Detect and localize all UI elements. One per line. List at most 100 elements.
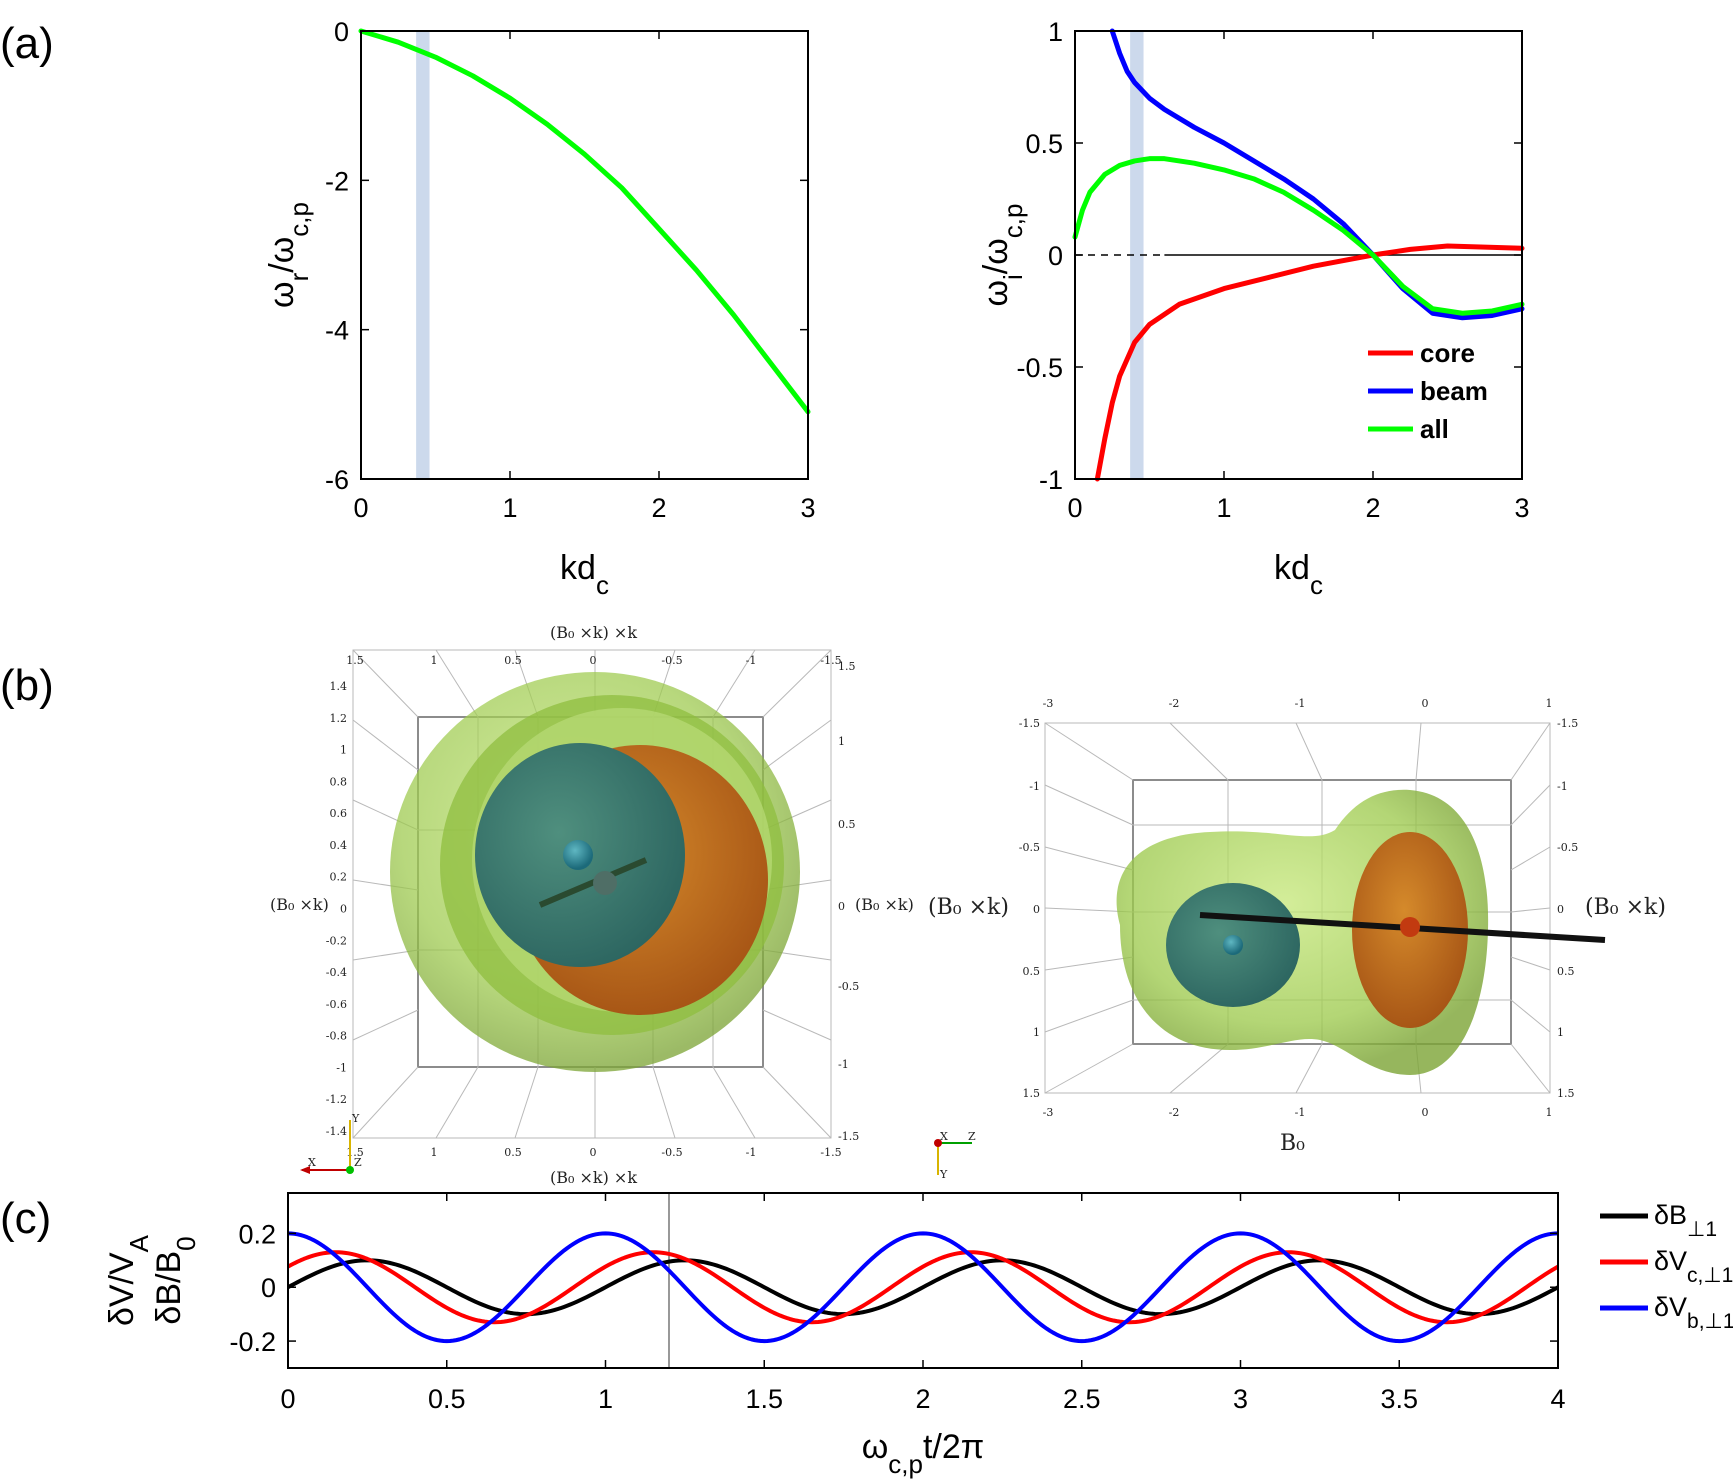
b-left-left-tick: 0.2: [330, 871, 348, 884]
b-left-bottom-tick: 1: [431, 1146, 438, 1159]
b-left-left-tick: 0: [340, 903, 347, 916]
x-tick-label: 2: [1365, 493, 1380, 523]
b-right-bottom-ticks: -3 -2 -1 0 1: [1043, 1106, 1553, 1119]
b-left-right-tick: -1: [838, 1058, 849, 1071]
teal-center-ball-right: [1223, 935, 1243, 955]
x-tick-label: 2: [651, 493, 666, 523]
b-left-left-ticks: 1.4 1.2 1 0.8 0.6 0.4 0.2 0 -0.2 -0.4 -0.6 -0.8 -1 -1…: [326, 680, 347, 1138]
b-left-top-tick: 1: [431, 654, 438, 667]
b-left-top-tick: 0.5: [504, 654, 522, 667]
plot-frame: [360, 30, 809, 480]
b-left-right-tick: -1.5: [838, 1130, 859, 1143]
b-left-right-label: (B₀ ×k): [855, 895, 914, 914]
b-right-bottom-tick: -1: [1295, 1106, 1306, 1119]
b-right-left-tick: 1: [1033, 1026, 1040, 1039]
x-tick-label: 1: [502, 493, 517, 523]
b-right-top-tick: 1: [1546, 697, 1553, 710]
axes-triad-right: X Z Y: [934, 1130, 976, 1181]
b-right-right-tick: -0.5: [1557, 841, 1578, 854]
b-right-right-tick: 1: [1557, 1026, 1564, 1039]
b-left-left-tick: 1: [340, 744, 347, 757]
y-tick-label: 0: [334, 17, 349, 47]
b-right-bottom-label: B₀: [1280, 1131, 1305, 1156]
x-tick-label: 3: [1514, 493, 1529, 523]
b-left-bottom-label: (B₀ ×k) ×k: [550, 1168, 637, 1187]
y-tick-label: -2: [325, 166, 349, 196]
b-left-left-tick: -0.8: [326, 1030, 347, 1043]
highlight-band: [1130, 31, 1144, 479]
highlight-band: [416, 31, 430, 479]
b-right-left-label: (B₀ ×k): [928, 895, 1009, 920]
b-right-left-ticks: -1.5 -1 -0.5 0 0.5 1 1.5: [1019, 717, 1040, 1100]
chart-a-right: 0 1 2 3 1 0.5 0 -0.5 -1 kdc ωi/ωc,p core beam all: [977, 17, 1530, 600]
b-right-right-label: (B₀ ×k): [1585, 895, 1666, 920]
y-tick-label: -4: [325, 316, 349, 346]
b-right-right-tick: -1: [1557, 780, 1568, 793]
b-right-top-ticks: -3 -2 -1 0 1: [1043, 697, 1553, 710]
b-right-bottom-tick: -3: [1043, 1106, 1054, 1119]
b-left-top-tick: -1: [746, 654, 757, 667]
x-tick-label: 1: [1216, 493, 1231, 523]
core-center-ball-right: [1400, 917, 1420, 937]
panel-b-left-3d-view: 1.5 1 0.5 0 -0.5 -1 -1.5 1.5 1 0.5 0 -0.5 -1 -1.5 1.…: [270, 623, 914, 1187]
x-axis-label: ωc,pt/2π: [862, 1428, 985, 1479]
b-right-left-tick: -1.5: [1019, 717, 1040, 730]
b-right-top-tick: -2: [1169, 697, 1180, 710]
b-left-top-label: (B₀ ×k) ×k: [550, 623, 637, 642]
triad-x-label: X: [308, 1156, 316, 1169]
panel-label-c: (c): [0, 1194, 51, 1243]
b-left-bottom-tick: 0.5: [504, 1146, 522, 1159]
b-left-bottom-tick: 0: [590, 1146, 597, 1159]
triad-z-label: Z: [354, 1156, 362, 1169]
legend-label-all: all: [1420, 414, 1449, 444]
b-right-right-tick: 0.5: [1557, 965, 1575, 978]
x-tick-label: 2: [915, 1384, 930, 1414]
b-left-left-tick: -0.6: [326, 998, 347, 1011]
series-line-dVc: [287, 1250, 1559, 1325]
x-tick-label: 0.5: [428, 1384, 466, 1414]
teal-center-ball: [563, 840, 593, 870]
b-right-left-tick: 0: [1033, 903, 1040, 916]
b-right-right-tick: 0: [1557, 903, 1564, 916]
x-axis-label: kdc: [560, 549, 609, 600]
b-left-left-tick: -1.2: [326, 1093, 347, 1106]
b-right-right-ticks: -1.5 -1 -0.5 0 0.5 1 1.5: [1557, 717, 1578, 1100]
plot-frame: [287, 1192, 1559, 1369]
b-left-left-tick: 1.4: [330, 680, 348, 693]
y-tick-label: 0: [1048, 241, 1063, 271]
b-left-left-label: (B₀ ×k): [270, 895, 329, 914]
b-right-left-tick: -1: [1029, 780, 1040, 793]
b-right-right-tick: -1.5: [1557, 717, 1578, 730]
b-left-right-tick: -0.5: [838, 980, 859, 993]
x-tick-label: 4: [1550, 1384, 1565, 1414]
b-left-right-tick: 1.5: [838, 660, 856, 673]
x-tick-label: 3: [1233, 1384, 1248, 1414]
axes-triad-left: X Y Z: [300, 1112, 362, 1174]
x-tick-label: 1: [598, 1384, 613, 1414]
b-left-left-tick: 0.8: [330, 775, 348, 788]
y-tick-label: -0.5: [1016, 353, 1063, 383]
panel-b-right-3d-view: -3 -2 -1 0 1 -3 -2 -1 0 1 -1.5 -1 -0.5 0 0.5 1 1.5 -1.…: [928, 697, 1666, 1181]
series-line-all: [1072, 156, 1525, 316]
b-right-top-tick: -1: [1295, 697, 1306, 710]
triad-z-label-right: Z: [968, 1130, 976, 1143]
series-line-beam: [1109, 28, 1525, 321]
b-left-bottom-ticks: 1.5 1 0.5 0 -0.5 -1 -1.5: [346, 1146, 841, 1159]
b-right-bottom-tick: -2: [1169, 1106, 1180, 1119]
b-left-right-ticks: 1.5 1 0.5 0 -0.5 -1 -1.5: [838, 660, 859, 1143]
x-tick-label: 3: [800, 493, 815, 523]
y-tick-label: -0.2: [229, 1327, 276, 1357]
chart-c: 0 0.5 1 1.5 2 2.5 3 3.5 40.20-0.2ωc,pt/2πδV/VAδB…: [103, 1192, 1733, 1479]
b-left-left-tick: -1: [336, 1061, 347, 1074]
legend-label-dVc: δVc,⊥1: [1654, 1246, 1733, 1287]
b-left-left-tick: -0.2: [326, 934, 347, 947]
b-right-left-tick: 1.5: [1023, 1087, 1041, 1100]
b-right-left-tick: -0.5: [1019, 841, 1040, 854]
y-tick-label: -1: [1039, 465, 1063, 495]
legend-label-beam: beam: [1420, 376, 1488, 406]
b-left-left-tick: -1.4: [326, 1125, 347, 1138]
b-right-right-tick: 1.5: [1557, 1087, 1575, 1100]
b-left-right-tick: 0: [838, 900, 845, 913]
b-right-bottom-tick: 0: [1422, 1106, 1429, 1119]
